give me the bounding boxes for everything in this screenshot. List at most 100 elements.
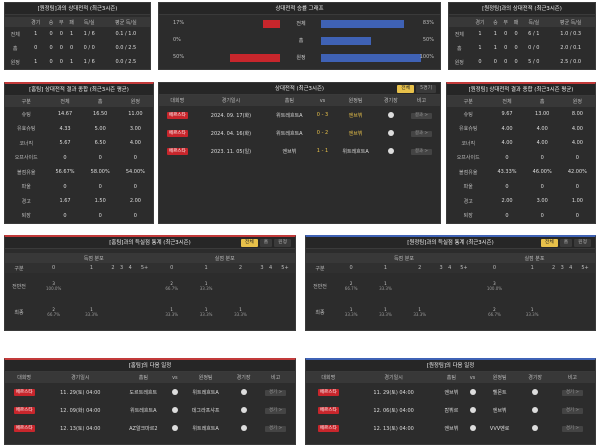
tab-all[interactable]: 전체	[397, 85, 415, 93]
dist-cell: 1 33.3%	[334, 299, 368, 325]
header-cell	[5, 17, 26, 27]
match-button[interactable]: 경기 >	[265, 389, 287, 396]
table-cell: 0	[504, 59, 508, 65]
panel-title-text: 상대전적 (최근3시즌)	[274, 86, 325, 92]
vs-cell	[466, 419, 479, 437]
league-badge[interactable]: 에르스타	[317, 406, 339, 414]
note-cell: 경기 >	[550, 401, 595, 419]
match-button[interactable]: 경기 >	[561, 389, 583, 396]
stadium-cell	[379, 142, 403, 160]
table-cell: 1	[478, 31, 482, 37]
league-badge[interactable]: 에르스타	[13, 424, 35, 432]
table-cell: 4.00	[536, 140, 548, 147]
tab-away[interactable]: 원정	[574, 239, 591, 247]
dist-cell	[454, 299, 474, 325]
tab-away[interactable]: 원정	[274, 239, 291, 247]
dist-cell	[117, 299, 126, 325]
row-label: 볼점유율	[17, 169, 36, 176]
note-cell: 경기 >	[256, 383, 295, 401]
tab-5-games[interactable]: 5경기	[416, 85, 436, 93]
date-cell: 12. 09(화) 04:00	[60, 407, 101, 414]
panel-title: [홈팀]과의 득실점 통계 (최근3시즌) 전체 홈 원정	[5, 237, 295, 249]
header-cell: 전체	[489, 96, 525, 107]
right-bar	[321, 37, 371, 45]
row-label: 원정	[296, 55, 306, 61]
match-button[interactable]: 경기 >	[561, 407, 583, 414]
winrate-row: 17% 전체 83%	[159, 19, 442, 29]
note-cell: 경기 >	[550, 419, 595, 437]
row-label: 원정	[10, 59, 20, 66]
away-team: 엔브뷔	[348, 112, 363, 119]
table-cell: 42.00%	[567, 169, 587, 176]
result-button[interactable]: 결과 >	[410, 130, 433, 137]
away-team: 위트레흐트A	[192, 389, 219, 396]
table-row: 슈팅 14.67 16.50 11.00	[5, 107, 153, 122]
header-cell: vs	[466, 372, 479, 383]
result-button[interactable]: 결과 >	[410, 112, 433, 119]
league-badge[interactable]: 에르스타	[166, 111, 188, 119]
stadium-cell	[379, 124, 403, 142]
table-cell: 1	[478, 45, 482, 51]
table-cell: 0	[540, 183, 544, 190]
pct: 33.3%	[413, 312, 427, 317]
table-row: 코너킥 5.67 6.50 4.00	[5, 136, 153, 151]
pct: 66.7%	[488, 312, 501, 317]
table-cell: 0	[493, 59, 497, 65]
header-cell: 원정	[559, 96, 595, 107]
row-label: 전체	[296, 21, 306, 27]
pct: 66.7%	[344, 286, 358, 291]
ball-icon	[532, 406, 539, 413]
stadium-cell	[520, 383, 549, 401]
dist-cell	[445, 299, 454, 325]
header-cell: vs	[312, 95, 333, 106]
vs-icon	[469, 406, 476, 413]
league-badge[interactable]: 에르스타	[166, 147, 188, 155]
table-cell: 1.0 / 0.3	[560, 31, 582, 37]
pct: 100.0%	[486, 286, 503, 291]
league-badge[interactable]: 에르스타	[317, 388, 339, 396]
dist-cell: 1 33.3%	[368, 299, 402, 325]
header-cell: 무	[500, 17, 511, 27]
col-header: 5+	[575, 263, 595, 273]
count: 3	[493, 281, 496, 286]
table-cell: 0	[63, 154, 67, 161]
vs-icon	[171, 406, 178, 413]
tab-home[interactable]: 홈	[559, 239, 573, 247]
dist-cell: 1 33.3%	[515, 299, 549, 325]
dist-cell: 1 33.3%	[189, 273, 223, 299]
distribution-table: 득점 분포 실점 분포 구분 0 1 2 3 4 5+ 0 1 2 3 4 5+ 전반전 2 66.7% 1 33.3…	[306, 253, 595, 325]
score: 0 - 3	[316, 112, 329, 118]
count: 1	[204, 281, 208, 286]
ball-icon	[387, 129, 394, 136]
league-badge[interactable]: 에르스타	[13, 388, 35, 396]
col-header: 4	[125, 263, 135, 273]
league-badge[interactable]: 에르스타	[13, 406, 35, 414]
match-button[interactable]: 경기 >	[265, 425, 287, 432]
away-score-distribution-panel: [원정팀]과의 득실점 통계 (최근3시즌) 전체 홈 원정 득점 분포 실점 분…	[305, 235, 596, 331]
row-label: 퇴장	[21, 213, 31, 220]
result-button[interactable]: 결과 >	[410, 148, 433, 155]
tab-all[interactable]: 전체	[540, 239, 558, 247]
header-row: 경기 승 무 패 득/실 평균 득/실	[449, 17, 595, 27]
col-header: 5+	[274, 263, 295, 273]
header-cell: 대회명	[5, 372, 44, 383]
league-badge[interactable]: 에르스타	[166, 129, 188, 137]
header-cell: 구분	[5, 96, 48, 107]
tab-all[interactable]: 전체	[240, 239, 258, 247]
table-cell: 46.00%	[532, 169, 552, 176]
note-cell: 경기 >	[256, 419, 295, 437]
dist-cell	[549, 299, 558, 325]
match-button[interactable]: 경기 >	[265, 407, 287, 414]
header-cell: 원정팀	[478, 372, 521, 383]
table-cell: 0 / 0	[528, 45, 540, 51]
tab-home[interactable]: 홈	[259, 239, 273, 247]
table-cell: 43.33%	[497, 169, 517, 176]
row-label: 코너킥	[461, 140, 476, 147]
league-badge[interactable]: 에르스타	[317, 424, 339, 432]
match-button[interactable]: 경기 >	[561, 425, 583, 432]
table-row: 에르스타 11. 29(토) 04:00 도르트레흐트 위트레흐트A 경기 >	[5, 383, 295, 401]
header-cell: 구분	[447, 96, 490, 107]
date-cell: 11. 29(토) 04:00	[60, 389, 101, 396]
count: 2	[170, 281, 173, 286]
